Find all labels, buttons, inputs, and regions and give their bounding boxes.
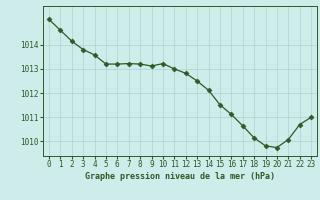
X-axis label: Graphe pression niveau de la mer (hPa): Graphe pression niveau de la mer (hPa) <box>85 172 275 181</box>
